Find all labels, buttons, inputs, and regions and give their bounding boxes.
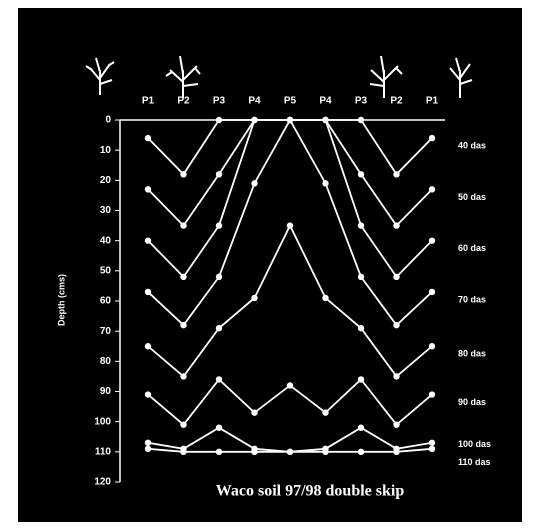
x-tick-label: P4 <box>248 96 261 107</box>
point <box>180 421 186 427</box>
point <box>358 274 364 280</box>
point <box>429 135 435 141</box>
point <box>322 449 328 455</box>
point <box>287 117 293 123</box>
point <box>322 409 328 415</box>
series-label: 90 das <box>458 397 486 407</box>
point <box>429 343 435 349</box>
point <box>216 376 222 382</box>
point <box>216 222 222 228</box>
y-tick-label: 50 <box>100 265 112 276</box>
point <box>216 171 222 177</box>
chart: Depth (cms) Waco soil 97/98 double skip … <box>0 0 539 531</box>
point <box>180 171 186 177</box>
point <box>358 425 364 431</box>
point <box>322 180 328 186</box>
point <box>180 322 186 328</box>
point <box>216 274 222 280</box>
point <box>145 440 151 446</box>
point <box>145 391 151 397</box>
point <box>429 237 435 243</box>
point <box>429 440 435 446</box>
point <box>429 446 435 452</box>
y-tick-label: 70 <box>100 326 112 337</box>
x-tick-label: P1 <box>426 96 439 107</box>
page: Depth (cms) Waco soil 97/98 double skip … <box>0 0 539 531</box>
point <box>287 382 293 388</box>
x-tick-label: P2 <box>390 96 403 107</box>
point <box>358 171 364 177</box>
x-tick-label: P3 <box>355 96 368 107</box>
y-tick-label: 100 <box>94 416 111 427</box>
series-label: 40 das <box>458 140 486 150</box>
y-tick-label: 0 <box>105 115 111 126</box>
x-tick-label: P1 <box>142 96 155 107</box>
point <box>251 295 257 301</box>
series-label: 80 das <box>458 349 486 359</box>
point <box>145 343 151 349</box>
point <box>393 449 399 455</box>
point <box>393 171 399 177</box>
point <box>287 222 293 228</box>
point <box>216 449 222 455</box>
point <box>216 325 222 331</box>
point <box>251 449 257 455</box>
x-tick-label: P3 <box>213 96 226 107</box>
point <box>358 376 364 382</box>
point <box>216 425 222 431</box>
point <box>393 373 399 379</box>
y-axis-label: Depth (cms) <box>56 274 66 326</box>
point <box>429 289 435 295</box>
point <box>429 186 435 192</box>
x-tick-label: P4 <box>319 96 332 107</box>
point <box>393 421 399 427</box>
point <box>145 135 151 141</box>
point <box>358 117 364 123</box>
y-tick-label: 40 <box>100 235 112 246</box>
series-label: 70 das <box>458 294 486 304</box>
point <box>180 274 186 280</box>
y-tick-label: 20 <box>100 175 112 186</box>
point <box>322 117 328 123</box>
chart-title: Waco soil 97/98 double skip <box>216 483 405 500</box>
point <box>180 373 186 379</box>
y-tick-label: 120 <box>94 477 111 488</box>
point <box>358 325 364 331</box>
point <box>180 222 186 228</box>
point <box>251 117 257 123</box>
point <box>393 222 399 228</box>
series-label: 110 das <box>458 457 491 467</box>
point <box>145 237 151 243</box>
point <box>145 446 151 452</box>
point <box>216 117 222 123</box>
point <box>251 409 257 415</box>
point <box>322 295 328 301</box>
point <box>180 449 186 455</box>
point <box>145 289 151 295</box>
y-tick-label: 90 <box>100 386 112 397</box>
y-tick-label: 80 <box>100 356 112 367</box>
point <box>358 222 364 228</box>
point <box>251 180 257 186</box>
point <box>393 274 399 280</box>
x-tick-label: P2 <box>177 96 190 107</box>
y-tick-label: 110 <box>95 446 112 457</box>
point <box>429 391 435 397</box>
point <box>287 449 293 455</box>
series-label: 50 das <box>458 192 486 202</box>
point <box>358 449 364 455</box>
x-tick-label: P5 <box>284 96 297 107</box>
y-tick-label: 10 <box>100 145 112 156</box>
point <box>145 186 151 192</box>
point <box>393 322 399 328</box>
series-label: 60 das <box>458 243 486 253</box>
y-tick-label: 60 <box>100 296 112 307</box>
series-label: 100 das <box>458 439 491 449</box>
y-tick-label: 30 <box>100 205 112 216</box>
